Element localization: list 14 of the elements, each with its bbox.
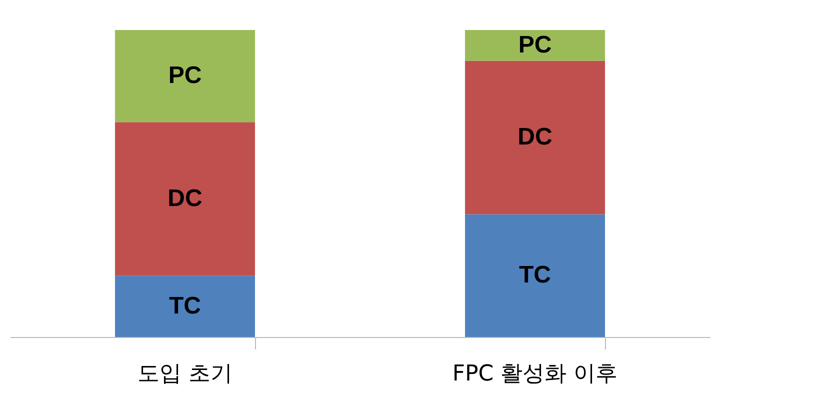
bar	[465, 214, 605, 337]
text: TC	[519, 262, 551, 289]
series-label: PC	[518, 31, 552, 58]
text: PC	[168, 62, 202, 90]
bar	[115, 276, 255, 337]
x-tick-label: 도입 초기	[138, 362, 232, 386]
series-label: DC	[518, 123, 552, 150]
text: DC	[168, 184, 202, 212]
bar	[465, 60, 605, 214]
bar	[465, 30, 605, 61]
series-label: TC	[169, 292, 201, 320]
bar	[115, 30, 255, 122]
x-tick-label: FPC 활성화 이후	[452, 362, 618, 386]
bar	[115, 122, 255, 276]
